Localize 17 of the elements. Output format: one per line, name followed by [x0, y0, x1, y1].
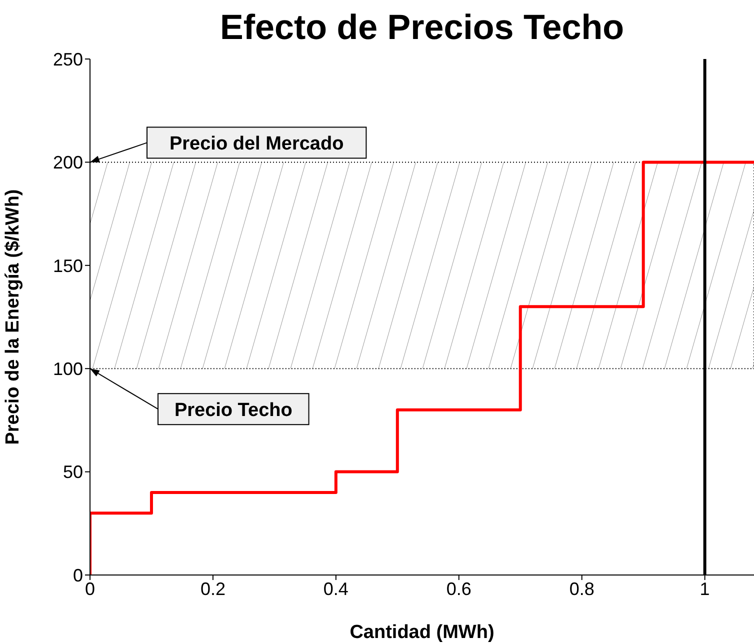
x-axis-title: Cantidad (MWh): [350, 622, 494, 643]
x-tick-label: 0.8: [569, 578, 594, 599]
y-tick-label: 150: [52, 256, 83, 276]
annotation: Precio Techo: [174, 400, 292, 422]
chart-title: Efecto de Precios Techo: [219, 8, 625, 48]
y-tick-label: 200: [52, 152, 83, 173]
y-axis-title: Precio de la Energía ($/kWh): [2, 189, 24, 445]
x-tick-label: 1: [700, 578, 710, 599]
y-tick-label: 50: [62, 462, 83, 482]
x-tick-label: 0.4: [323, 578, 348, 599]
x-tick-label: 0.2: [200, 578, 226, 599]
annotation: Precio del Mercado: [169, 134, 344, 155]
x-tick-label: 0.6: [446, 578, 472, 599]
y-tick-label: 250: [52, 49, 83, 70]
x-tick-label: 0: [84, 578, 96, 599]
y-tick-label: 100: [52, 358, 83, 379]
y-tick-label: 0: [72, 565, 83, 586]
